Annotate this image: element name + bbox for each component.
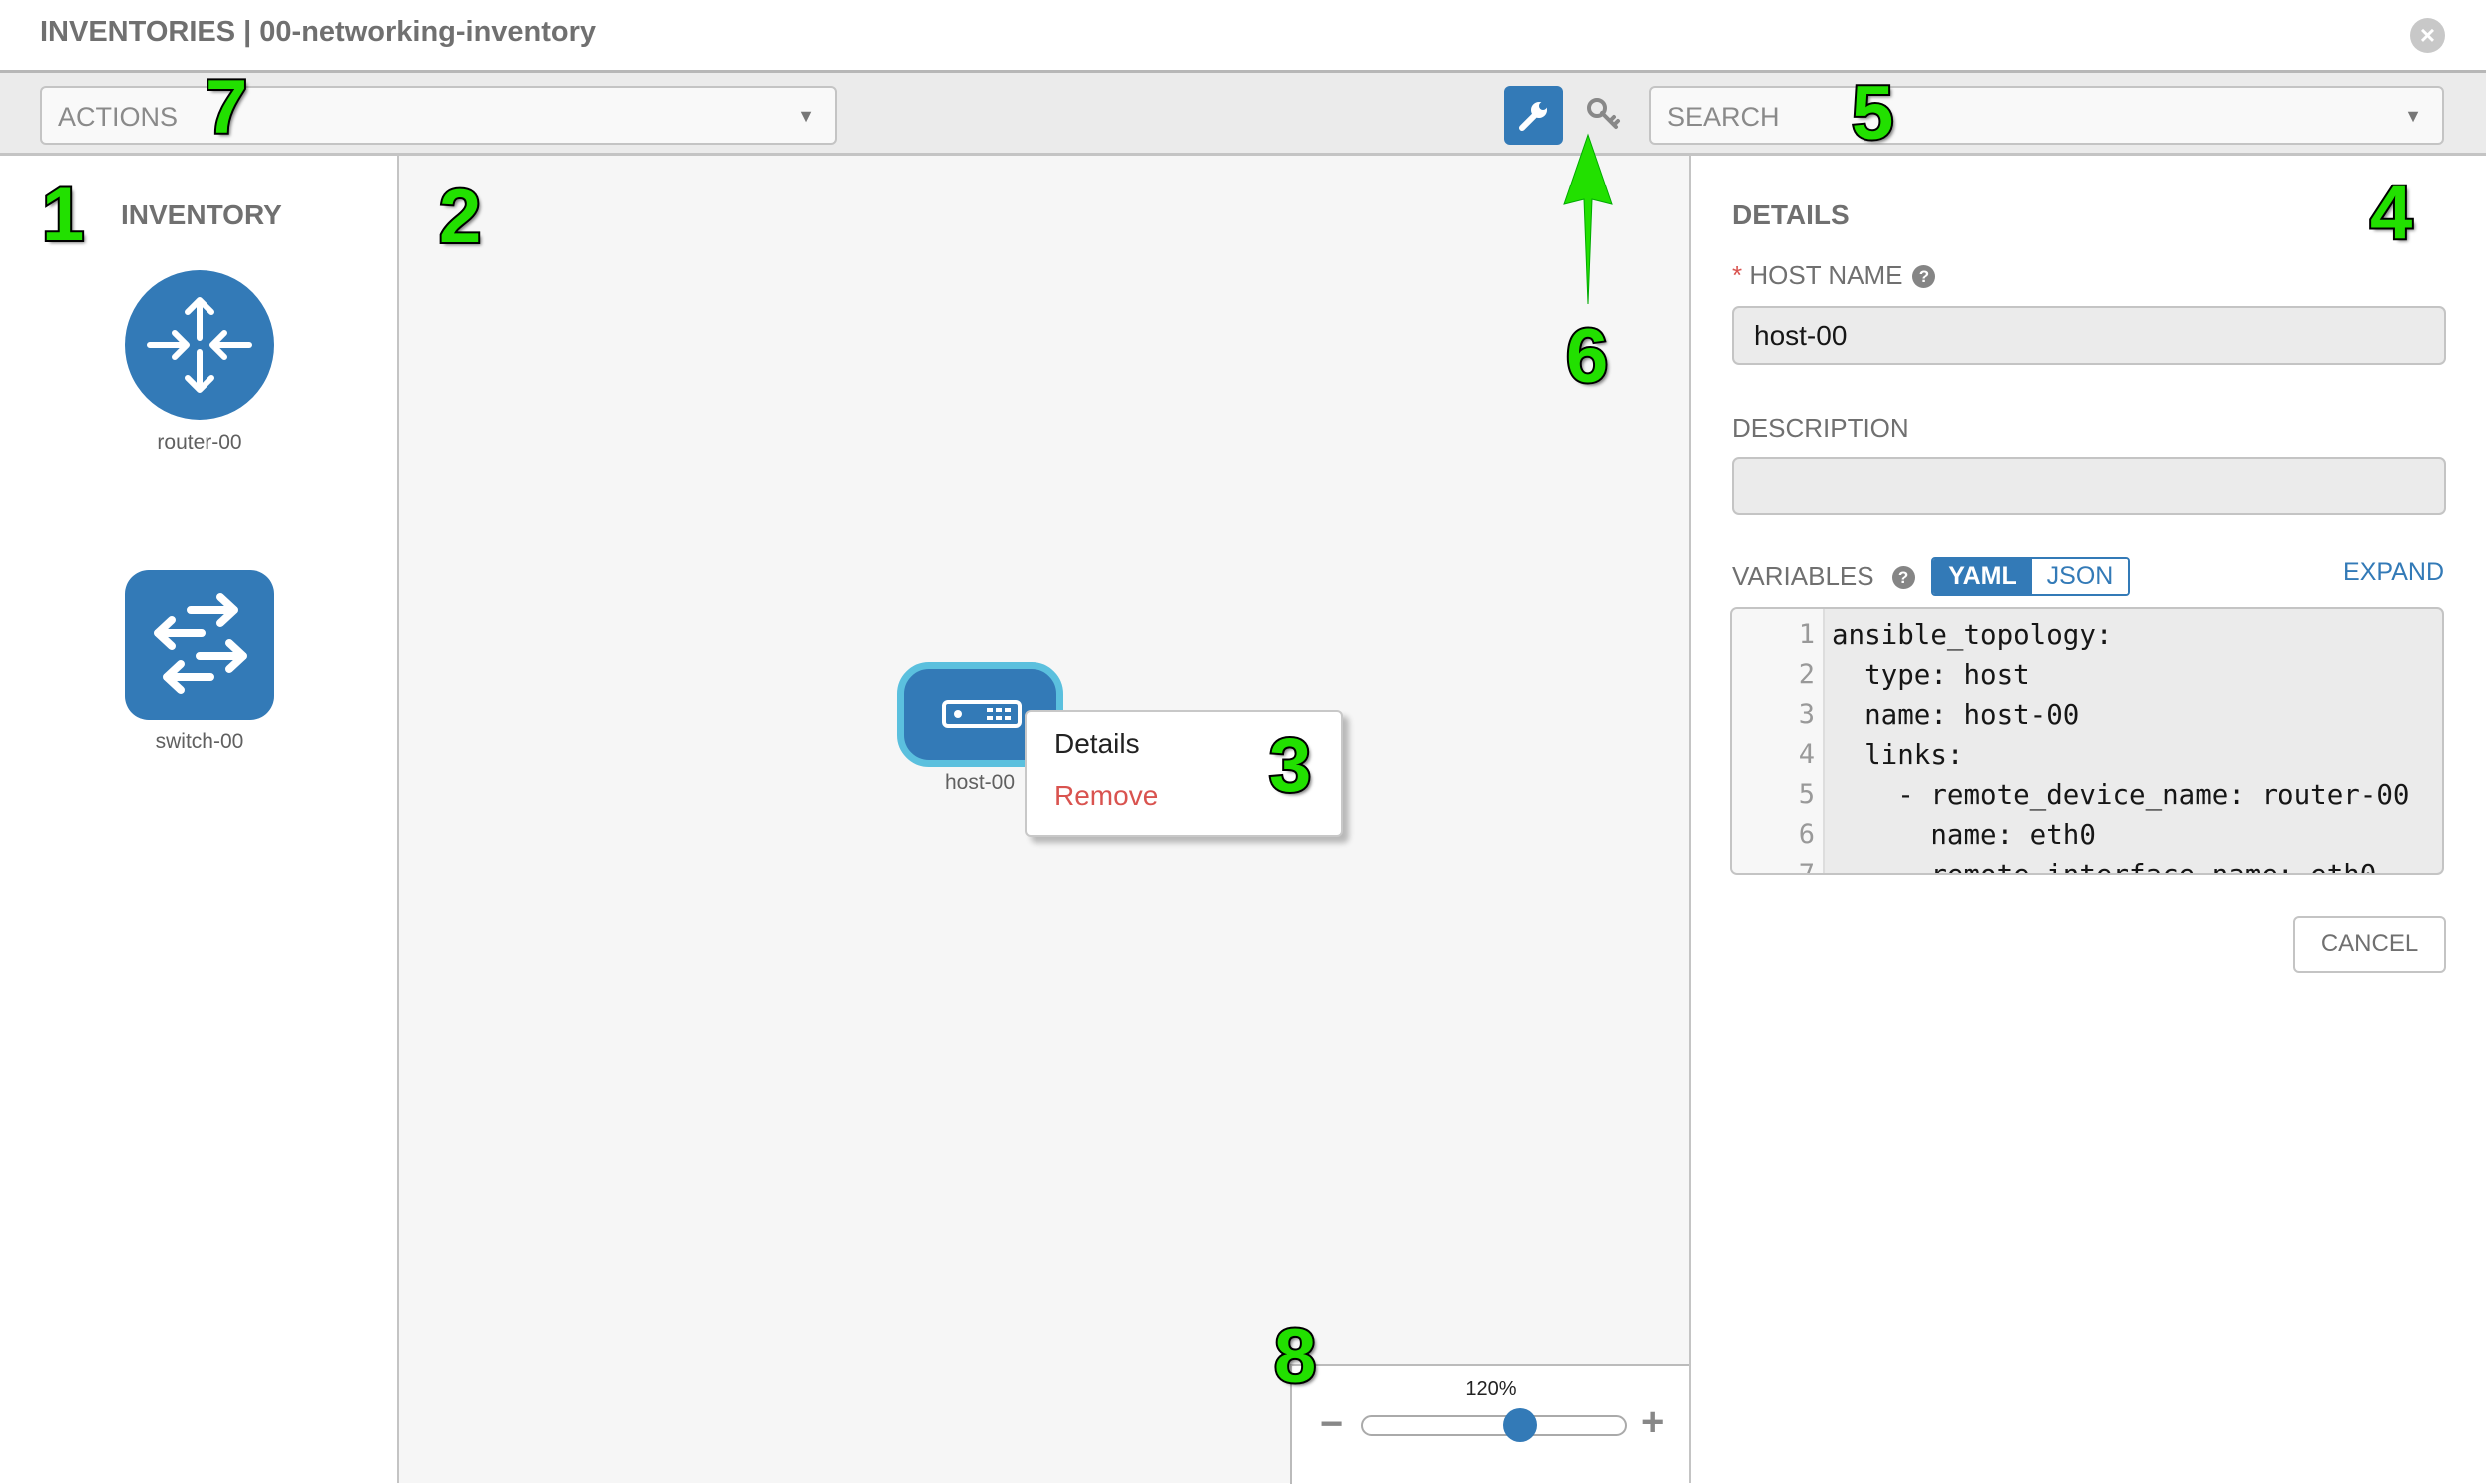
line-number-gutter: 1 2 3 4 5 6 7 — [1732, 609, 1825, 873]
close-icon[interactable]: × — [2410, 18, 2445, 53]
host-name-input[interactable]: host-00 — [1732, 306, 2446, 365]
help-icon[interactable]: ? — [1912, 265, 1936, 288]
key-icon — [1587, 98, 1620, 129]
host-name-label-text: HOST NAME — [1749, 260, 1903, 290]
code-line: - remote_device_name: router-00 — [1832, 779, 2410, 811]
toolbar: ACTIONS ▼ SEARCH ▼ — [0, 73, 2486, 156]
wrench-button[interactable] — [1504, 86, 1563, 145]
annotation-7: 7 — [204, 65, 249, 150]
chevron-down-icon: ▼ — [2404, 106, 2422, 126]
help-icon[interactable]: ? — [1891, 566, 1915, 589]
zoom-slider-handle[interactable] — [1503, 1408, 1538, 1442]
line-number: 5 — [1798, 779, 1815, 810]
chevron-down-icon: ▼ — [797, 106, 815, 126]
key-button[interactable] — [1584, 95, 1624, 135]
required-mark: * — [1732, 260, 1743, 290]
inventory-title: INVENTORY — [121, 199, 282, 230]
page-title: INVENTORIES | 00-networking-inventory — [40, 16, 597, 48]
host-label: host-00 — [944, 771, 1016, 794]
code-line: name: host-00 — [1832, 699, 2080, 731]
zoom-level: 120% — [1465, 1378, 1517, 1400]
code-line: links: — [1832, 739, 1964, 771]
zoom-out-button[interactable]: − — [1320, 1402, 1344, 1446]
inventory-item-router[interactable] — [125, 270, 274, 420]
header: INVENTORIES | 00-networking-inventory × — [0, 0, 2486, 73]
menu-item-details[interactable]: Details — [1054, 728, 1140, 759]
search-dropdown[interactable]: SEARCH ▼ — [1649, 86, 2444, 145]
line-number: 6 — [1798, 819, 1815, 850]
actions-dropdown[interactable]: ACTIONS ▼ — [40, 86, 837, 145]
menu-item-remove[interactable]: Remove — [1054, 780, 1159, 811]
expand-link[interactable]: EXPAND — [2343, 558, 2444, 586]
annotation-1: 1 — [40, 173, 86, 257]
code-line: name: eth0 — [1832, 819, 2096, 851]
host-name-label: * HOST NAME? — [1732, 260, 1936, 291]
variables-label-text: VARIABLES — [1732, 561, 1874, 591]
inventory-panel: INVENTORY router-00 switch-00 — [0, 156, 399, 1483]
format-toggle: YAML JSON — [1931, 557, 2130, 596]
line-number: 1 — [1798, 619, 1815, 650]
code-line: remote_interface_name: eth0 — [1832, 859, 2377, 875]
line-number: 3 — [1798, 699, 1815, 730]
yaml-toggle[interactable]: YAML — [1933, 559, 2032, 594]
actions-label: ACTIONS — [58, 102, 179, 132]
zoom-widget: 120% − + — [1290, 1364, 1689, 1484]
annotation-3: 3 — [1267, 723, 1313, 808]
annotation-6: 6 — [1564, 314, 1610, 399]
search-input[interactable]: SEARCH — [1667, 102, 1780, 132]
topology-canvas[interactable]: host-00 Details Remove 120% − + — [399, 156, 1689, 1484]
wrench-icon — [1519, 102, 1547, 131]
details-title: DETAILS — [1732, 199, 1850, 230]
annotation-arrow-icon — [1563, 133, 1613, 305]
description-input[interactable] — [1732, 457, 2446, 515]
switch-label: switch-00 — [155, 730, 244, 753]
host-icon — [942, 700, 1022, 728]
zoom-in-button[interactable]: + — [1641, 1400, 1665, 1444]
zoom-slider[interactable] — [1361, 1408, 1627, 1442]
context-menu: Details Remove — [1025, 710, 1343, 837]
annotation-5: 5 — [1850, 71, 1895, 156]
line-number: 4 — [1798, 739, 1815, 770]
variables-label: VARIABLES? — [1732, 561, 1915, 592]
description-label: DESCRIPTION — [1732, 413, 1909, 443]
annotation-2: 2 — [437, 175, 483, 259]
switch-icon — [154, 593, 247, 694]
annotation-8: 8 — [1272, 1314, 1318, 1399]
line-number: 2 — [1798, 659, 1815, 690]
cancel-button[interactable]: CANCEL — [2293, 916, 2446, 973]
line-number: 7 — [1798, 859, 1815, 875]
annotation-4: 4 — [2368, 171, 2414, 255]
code-line: type: host — [1832, 659, 2030, 691]
json-toggle[interactable]: JSON — [2032, 559, 2128, 594]
code-line: ansible_topology: — [1832, 619, 2113, 651]
variables-editor[interactable]: 1 2 3 4 5 6 7 ansible_topology: type: host nam… — [1730, 607, 2444, 875]
router-icon — [147, 297, 252, 393]
router-label: router-00 — [157, 431, 242, 454]
inventory-item-switch[interactable] — [125, 570, 274, 720]
